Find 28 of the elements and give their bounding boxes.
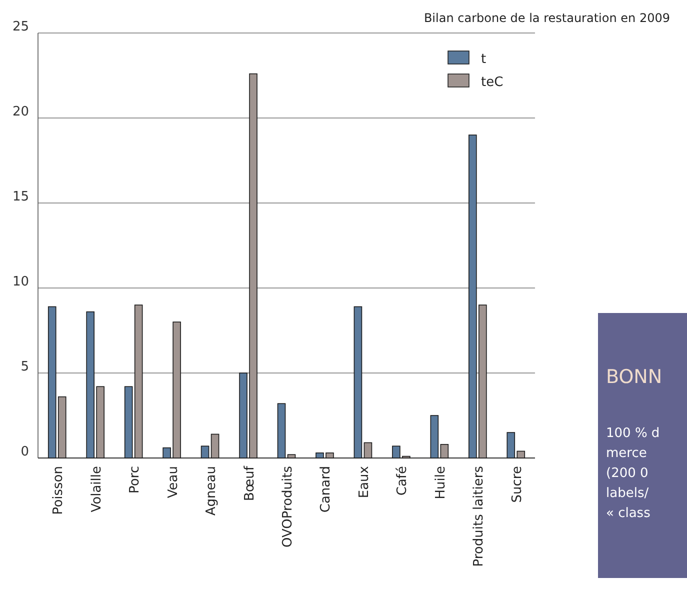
y-tick-label: 5 xyxy=(20,359,29,374)
y-tick-label: 20 xyxy=(12,104,29,120)
chart-title: Bilan carbone de la restauration en 2009 xyxy=(424,11,670,25)
text: (200 0 xyxy=(606,466,648,481)
text: labels/ xyxy=(606,486,650,501)
y-tick-label: 15 xyxy=(12,189,29,204)
text: BONN xyxy=(606,366,662,388)
x-tick-label: Bœuf xyxy=(242,466,258,502)
text: « class xyxy=(606,506,651,521)
legend-label: teC xyxy=(481,75,504,90)
text: merce xyxy=(606,446,647,461)
text: 100 % d xyxy=(606,426,660,441)
x-tick-label: Produits laitiers xyxy=(472,466,487,567)
x-tick-label: Eaux xyxy=(356,466,372,498)
legend-label: t xyxy=(481,52,486,67)
x-tick-label: Sucre xyxy=(510,466,525,503)
x-tick-label: Veau xyxy=(166,466,181,498)
y-tick-label: 25 xyxy=(12,19,29,34)
x-tick-label: Huile xyxy=(433,466,448,500)
y-tick-label: 10 xyxy=(12,274,29,290)
x-tick-label: Agneau xyxy=(204,466,220,516)
y-tick-label: 0 xyxy=(20,444,29,460)
x-tick-label: Poisson xyxy=(51,466,66,515)
x-tick-label: Canard xyxy=(318,466,334,513)
x-tick-label: Porc xyxy=(128,466,143,494)
x-tick-label: OVOProduits xyxy=(280,466,296,548)
x-tick-label: Volaille xyxy=(89,466,104,512)
x-tick-label: Café xyxy=(395,466,410,496)
